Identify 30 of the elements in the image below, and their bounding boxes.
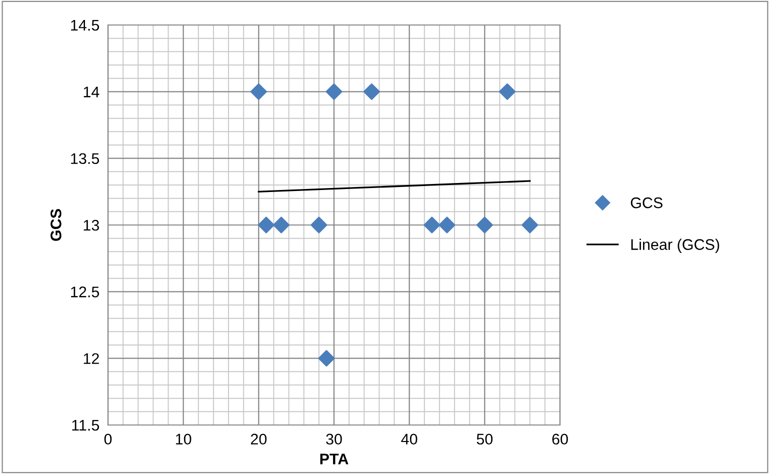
x-axis-title: PTA (320, 454, 348, 464)
legend-label: Linear (GCS) (631, 238, 720, 253)
y-tick-label: 11.5 (72, 420, 100, 431)
y-tick-label: 14 (84, 86, 100, 98)
x-tick-label: 10 (176, 434, 192, 445)
point (522, 216, 538, 234)
x-tick-label: 40 (401, 434, 418, 445)
point (363, 83, 380, 100)
x-tick-label: 60 (552, 434, 568, 445)
x-tick-label: 0 (104, 434, 112, 445)
point (476, 216, 493, 234)
x-tick-label: 20 (250, 434, 267, 445)
point (498, 83, 516, 100)
point (424, 216, 440, 234)
y-tick-label: 12 (84, 353, 99, 364)
point (310, 216, 328, 234)
y-tick-label: 13.5 (71, 153, 100, 164)
x-tick-label: 50 (476, 434, 493, 445)
point (326, 83, 342, 100)
point (318, 350, 335, 367)
x-tick-label: 30 (326, 434, 342, 445)
point (250, 83, 267, 100)
legend-label: GCS (630, 197, 662, 208)
point (272, 216, 290, 234)
y-tick-label: 12.5 (71, 286, 100, 298)
y-axis-title: GCS (50, 209, 62, 241)
point (438, 216, 456, 234)
point (258, 216, 274, 234)
y-tick-label: 13 (84, 220, 99, 231)
y-tick-label: 14.5 (71, 20, 100, 31)
